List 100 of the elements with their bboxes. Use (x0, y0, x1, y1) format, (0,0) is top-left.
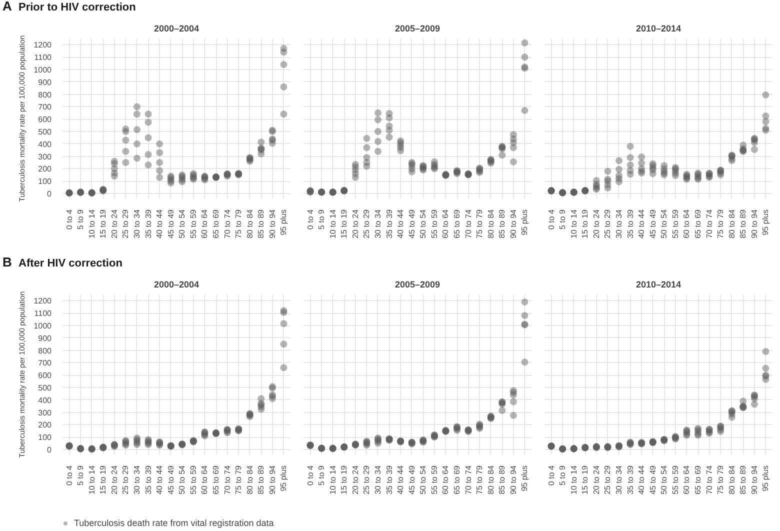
point (363, 144, 370, 152)
point (280, 340, 288, 348)
x-tick-label: 0 to 4 (546, 464, 556, 486)
legend-label: Tuberculosis death rate from vital registration data (74, 518, 274, 528)
x-tick-label: 75 to 79 (716, 208, 726, 238)
point (144, 150, 152, 158)
chart-title: 2005–2009 (394, 24, 440, 34)
point (615, 172, 622, 180)
x-tick-label: 45 to 49 (166, 464, 176, 494)
y-tick-label: 900 (38, 334, 52, 343)
point (615, 157, 622, 164)
x-tick-label: 20 to 24 (110, 208, 119, 238)
point (133, 140, 140, 148)
y-tick-label: 800 (38, 90, 52, 100)
x-tick-label: 80 to 84 (727, 464, 736, 494)
text: Prior to HIV correction (18, 2, 136, 14)
x-tick-label: 90 to 94 (268, 208, 277, 238)
x-tick-label: 5 to 9 (558, 464, 568, 486)
x-tick-label: 95 plus (279, 210, 288, 236)
y-tick-label: 1200 (34, 40, 52, 50)
x-tick-label: 15 to 19 (580, 208, 590, 238)
x-tick-label: 85 to 89 (738, 464, 748, 494)
point (510, 158, 517, 166)
x-tick-label: 30 to 34 (373, 208, 382, 238)
x-tick-label: 90 to 94 (508, 208, 518, 238)
point (156, 149, 164, 156)
x-tick-label: 0 to 4 (546, 208, 556, 230)
x-tick-label: 85 to 89 (256, 464, 266, 494)
text: After HIV correction (18, 258, 123, 270)
x-tick-label: 50 to 54 (418, 208, 428, 238)
point (280, 110, 288, 118)
x-tick-label: 5 to 9 (317, 464, 326, 486)
point (156, 159, 164, 166)
x-tick-label: 80 to 84 (486, 464, 496, 494)
x-tick-label: 50 to 54 (178, 464, 187, 494)
x-tick-label: 70 to 74 (704, 208, 714, 238)
point (521, 312, 528, 320)
point (660, 162, 668, 170)
x-tick-label: 5 to 9 (317, 208, 326, 230)
text: B (2, 254, 12, 270)
x-tick-label: 85 to 89 (498, 208, 507, 238)
y-tick-label: 0 (47, 446, 52, 455)
x-tick-label: 70 to 74 (464, 464, 473, 494)
point (386, 134, 393, 141)
point (626, 154, 634, 162)
point (374, 116, 382, 124)
x-tick-label: 25 to 29 (362, 208, 372, 238)
x-tick-label: 85 to 89 (256, 208, 266, 238)
x-tick-label: 10 to 14 (569, 208, 578, 238)
x-tick-label: 50 to 54 (660, 464, 669, 494)
chart-title: 2000–2004 (154, 24, 200, 34)
x-tick-label: 75 to 79 (475, 464, 484, 494)
y-tick-label: 200 (38, 420, 52, 430)
point (740, 398, 747, 405)
x-tick-label: 45 to 49 (166, 208, 176, 238)
x-tick-label: 85 to 89 (738, 208, 748, 238)
point (110, 158, 118, 165)
x-tick-label: 45 to 49 (648, 464, 658, 494)
point (122, 159, 130, 166)
x-tick-label: 40 to 44 (155, 208, 164, 238)
point (280, 61, 288, 68)
point (638, 160, 646, 167)
x-tick-label: 65 to 69 (452, 208, 462, 238)
point (280, 320, 288, 328)
x-tick-label: 75 to 79 (716, 464, 726, 494)
y-tick-label: 1000 (34, 322, 52, 331)
point (374, 109, 382, 116)
point (122, 126, 130, 133)
x-tick-label: 35 to 39 (384, 208, 394, 238)
y-tick-label: 400 (38, 396, 52, 405)
x-tick-label: 60 to 64 (441, 464, 450, 494)
point (510, 131, 517, 138)
x-tick-label: 40 to 44 (637, 464, 646, 494)
point (144, 118, 152, 126)
y-tick-label: 100 (38, 177, 52, 186)
point (144, 134, 152, 142)
point (521, 358, 528, 366)
x-tick-label: 65 to 69 (694, 208, 703, 238)
chart-title: 2000–2004 (154, 280, 200, 290)
x-tick-label: 65 to 69 (212, 208, 221, 238)
x-tick-label: 70 to 74 (222, 208, 232, 238)
x-tick-label: 10 to 14 (87, 208, 96, 238)
point (604, 168, 612, 175)
point (374, 138, 382, 145)
point (133, 103, 140, 110)
x-tick-label: 60 to 64 (200, 464, 210, 494)
point (626, 162, 634, 169)
y-tick-label: 300 (38, 152, 52, 162)
point (762, 91, 770, 98)
point (363, 154, 370, 162)
x-tick-label: 55 to 59 (430, 208, 439, 238)
x-tick-label: 55 to 59 (670, 208, 680, 238)
x-tick-label: 25 to 29 (603, 464, 612, 494)
point (521, 54, 528, 61)
point (498, 406, 506, 414)
x-tick-label: 30 to 34 (132, 464, 142, 494)
point (762, 364, 770, 372)
x-tick-label: 20 to 24 (110, 464, 119, 494)
y-tick-label: 800 (38, 346, 52, 356)
point (386, 122, 393, 130)
